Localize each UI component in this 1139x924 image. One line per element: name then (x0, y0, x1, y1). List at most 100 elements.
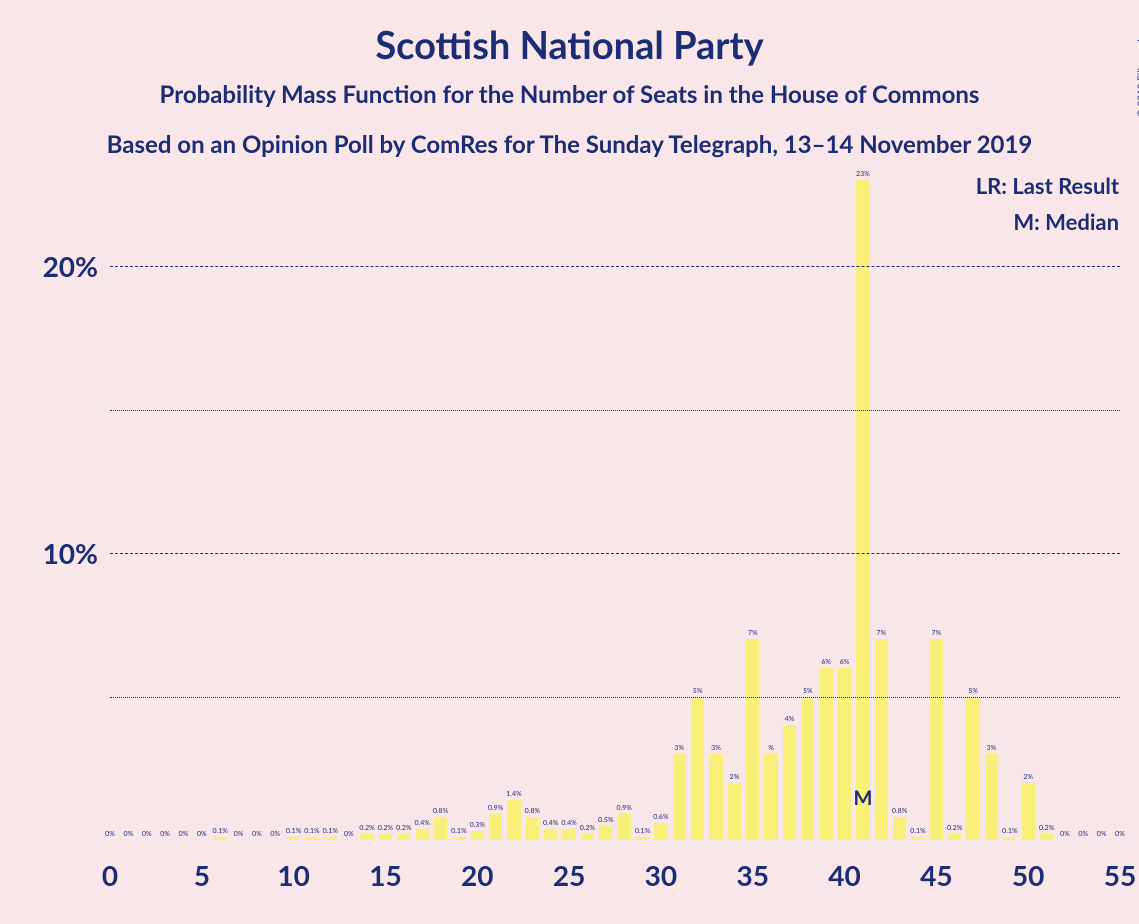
bar-value-label: % (768, 744, 774, 752)
bar-value-label: 5% (968, 687, 978, 695)
bar-value-label: 4% (785, 715, 795, 723)
bar: 0.1% (452, 837, 465, 840)
x-axis-label: 5 (194, 858, 210, 892)
y-axis-label: 20% (0, 249, 98, 283)
bar: 3% (985, 754, 998, 840)
bar: 7% (930, 639, 943, 840)
x-axis-label: 55 (1104, 858, 1136, 892)
bar: 0.2% (379, 834, 392, 840)
bar-value-label: 3% (987, 744, 997, 752)
bar-value-label: 0.2% (1039, 824, 1054, 832)
bar-value-label: 0% (142, 830, 152, 838)
bar-value-label: 0.1% (451, 827, 466, 835)
gridline-major (110, 266, 1120, 267)
bar: 7% (875, 639, 888, 840)
credit-text: © 2019 Filip van Laenen (1135, 10, 1139, 117)
bar: 6% (820, 668, 833, 840)
bar: 0.3% (471, 831, 484, 840)
bar-value-label: 7% (932, 629, 942, 637)
bar: 23% (856, 180, 869, 840)
chart-canvas: Scottish National Party Probability Mass… (0, 0, 1139, 924)
x-axis-label: 10 (277, 858, 309, 892)
x-axis-label: 0 (102, 858, 118, 892)
bar-value-label: 0% (1078, 830, 1088, 838)
bar-value-label: 0.1% (304, 827, 319, 835)
bar-value-label: 2% (730, 773, 740, 781)
bar-value-label: 6% (821, 658, 831, 666)
bar-value-label: 0% (1060, 830, 1070, 838)
bar-value-label: 7% (748, 629, 758, 637)
bar: 3% (673, 754, 686, 840)
bar-value-label: 3% (711, 744, 721, 752)
bar-value-label: 0.1% (212, 827, 227, 835)
bar-value-label: 0.4% (561, 819, 576, 827)
bar-value-label: 0.1% (635, 827, 650, 835)
bar-value-label: 2% (1023, 773, 1033, 781)
bar-value-label: 0% (197, 830, 207, 838)
bar-value-label: 5% (693, 687, 703, 695)
bar-value-label: 0% (270, 830, 280, 838)
chart-subtitle-1: Probability Mass Function for the Number… (0, 80, 1139, 109)
bar: 0.9% (489, 814, 502, 840)
bar: 5% (691, 697, 704, 840)
bar: 0.1% (324, 837, 337, 840)
bar-value-label: 1.4% (506, 790, 521, 798)
bar: 0.2% (581, 834, 594, 840)
bar: 0.2% (948, 834, 961, 840)
x-axis-label: 25 (553, 858, 585, 892)
plot-area: 0%0%0%0%0%0%0.1%0%0%0%0.1%0.1%0.1%0%0.2%… (110, 180, 1120, 840)
bar: 0.2% (360, 834, 373, 840)
bar-value-label: 0.2% (378, 824, 393, 832)
bar-value-label: 0.2% (947, 824, 962, 832)
x-axis-label: 15 (369, 858, 401, 892)
x-axis-label: 45 (920, 858, 952, 892)
bar-value-label: 0.8% (433, 807, 448, 815)
bar-value-label: 0.5% (598, 816, 613, 824)
bar: 5% (801, 697, 814, 840)
bar-value-label: 0% (160, 830, 170, 838)
bar: 0.1% (636, 837, 649, 840)
x-axis-label: 20 (461, 858, 493, 892)
bar: 0.8% (526, 817, 539, 840)
bar: 0.1% (287, 837, 300, 840)
gridline-minor (110, 697, 1120, 698)
bar: 0.4% (416, 829, 429, 840)
bar-value-label: 0% (124, 830, 134, 838)
bar-value-label: 0.8% (892, 807, 907, 815)
bar: 0.4% (562, 829, 575, 840)
x-axis-label: 35 (736, 858, 768, 892)
x-axis-label: 50 (1012, 858, 1044, 892)
bar: 1.4% (507, 800, 520, 840)
bar-value-label: 6% (840, 658, 850, 666)
bar-value-label: 0.9% (616, 804, 631, 812)
bar-value-label: 0% (344, 830, 354, 838)
bar: 0.1% (1003, 837, 1016, 840)
bar: % (764, 754, 777, 840)
bar-value-label: 0.6% (653, 813, 668, 821)
bars-container: 0%0%0%0%0%0%0.1%0%0%0%0.1%0.1%0.1%0%0.2%… (110, 180, 1120, 840)
bar: 3% (709, 754, 722, 840)
bar-value-label: 0.1% (910, 827, 925, 835)
gridline-minor (110, 410, 1120, 411)
bar-value-label: 0.3% (470, 821, 485, 829)
bar-value-label: 0.2% (396, 824, 411, 832)
x-axis-label: 30 (645, 858, 677, 892)
bar: 2% (728, 783, 741, 840)
bar-value-label: 0.4% (543, 819, 558, 827)
bar: 0.1% (305, 837, 318, 840)
bar: 0.4% (544, 829, 557, 840)
bar: 0.9% (618, 814, 631, 840)
bar: 6% (838, 668, 851, 840)
bar-value-label: 0.4% (414, 819, 429, 827)
bar-value-label: 0.8% (525, 807, 540, 815)
x-axis-label: 40 (828, 858, 860, 892)
bar: 0.1% (214, 837, 227, 840)
bar: 7% (746, 639, 759, 840)
bar-value-label: 23% (856, 170, 870, 178)
bar: 0.2% (397, 834, 410, 840)
bar: 0.2% (1040, 834, 1053, 840)
bar-value-label: 0.9% (488, 804, 503, 812)
bar-value-label: 0.1% (286, 827, 301, 835)
bar-value-label: 3% (674, 744, 684, 752)
bar: 0.8% (893, 817, 906, 840)
